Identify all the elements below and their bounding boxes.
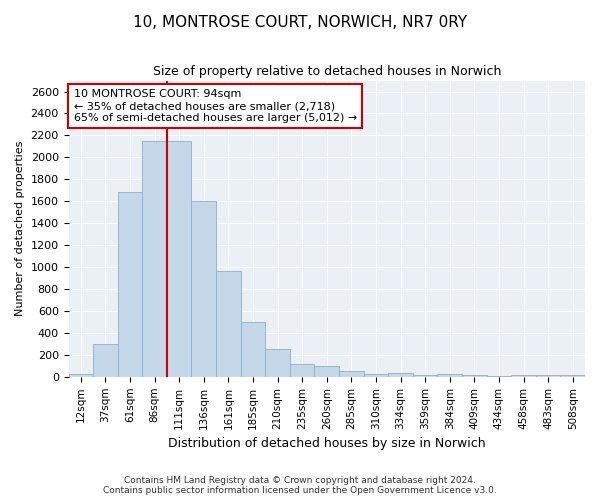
Title: Size of property relative to detached houses in Norwich: Size of property relative to detached ho…: [152, 65, 501, 78]
Bar: [265, 350, 290, 377]
Bar: [487, 376, 511, 377]
Bar: [118, 192, 142, 377]
Text: Contains HM Land Registry data © Crown copyright and database right 2024.
Contai: Contains HM Land Registry data © Crown c…: [103, 476, 497, 495]
X-axis label: Distribution of detached houses by size in Norwich: Distribution of detached houses by size …: [168, 437, 485, 450]
Bar: [364, 374, 388, 377]
Bar: [339, 372, 364, 377]
Bar: [437, 374, 462, 377]
Bar: [241, 322, 265, 377]
Bar: [462, 375, 487, 377]
Text: 10 MONTROSE COURT: 94sqm
← 35% of detached houses are smaller (2,718)
65% of sem: 10 MONTROSE COURT: 94sqm ← 35% of detach…: [74, 90, 357, 122]
Bar: [142, 141, 167, 377]
Bar: [290, 364, 314, 377]
Bar: [93, 344, 118, 377]
Text: 10, MONTROSE COURT, NORWICH, NR7 0RY: 10, MONTROSE COURT, NORWICH, NR7 0RY: [133, 15, 467, 30]
Bar: [560, 374, 585, 377]
Bar: [68, 374, 93, 377]
Y-axis label: Number of detached properties: Number of detached properties: [15, 141, 25, 316]
Bar: [167, 141, 191, 377]
Bar: [388, 373, 413, 377]
Bar: [314, 366, 339, 377]
Bar: [511, 375, 536, 377]
Bar: [216, 272, 241, 377]
Bar: [536, 375, 560, 377]
Bar: [191, 202, 216, 377]
Bar: [413, 374, 437, 377]
